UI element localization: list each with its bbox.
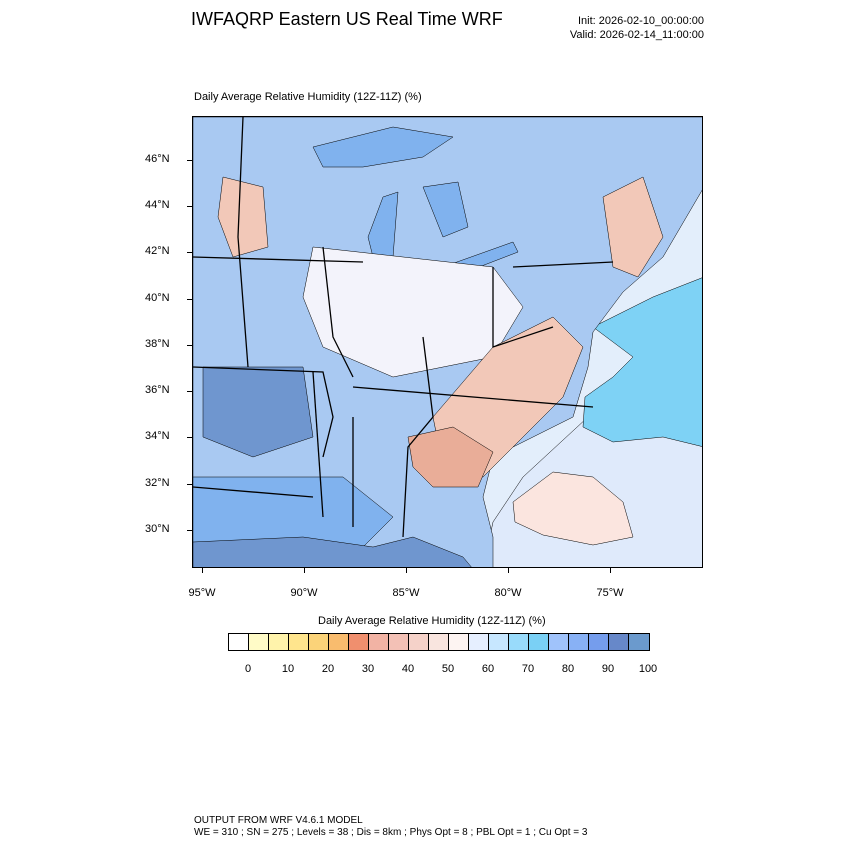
colorbar-label: 0: [244, 663, 252, 675]
colorbar-label: 50: [441, 663, 455, 675]
lat-label-42: 42°N: [145, 245, 170, 257]
plains-dry: [217, 176, 269, 258]
colorbar-swatch: [309, 634, 329, 650]
lon-tick: [304, 568, 305, 573]
colorbar-swatch: [349, 634, 369, 650]
lat-tick: [187, 345, 192, 346]
lat-label-34: 34°N: [145, 430, 170, 442]
southeast-drier: [407, 426, 494, 488]
colorbar-label: 10: [281, 663, 295, 675]
lat-tick: [187, 437, 192, 438]
footer-config-line: WE = 310 ; SN = 275 ; Levels = 38 ; Dis …: [194, 827, 588, 838]
colorbar-swatch: [609, 634, 629, 650]
map-canvas: [193, 117, 702, 567]
lon-tick: [202, 568, 203, 573]
colorbar-swatch: [229, 634, 249, 650]
colorbar-swatch: [589, 634, 609, 650]
humidity-map: [192, 116, 703, 568]
footer-model-line: OUTPUT FROM WRF V4.6.1 MODEL: [194, 815, 363, 826]
colorbar-swatch: [509, 634, 529, 650]
colorbar-label: 30: [361, 663, 375, 675]
ocean-humid-band: [582, 277, 702, 447]
colorbar-label: 70: [521, 663, 535, 675]
colorbar-swatch: [249, 634, 269, 650]
colorbar-swatch: [629, 634, 649, 650]
lon-tick: [508, 568, 509, 573]
lon-label-90: 90°W: [290, 587, 318, 599]
lat-tick: [187, 391, 192, 392]
lon-tick: [406, 568, 407, 573]
lat-label-44: 44°N: [145, 199, 170, 211]
gulf-of-mexico: [193, 536, 472, 567]
lon-label-85: 85°W: [392, 587, 420, 599]
main-title: IWFAQRP Eastern US Real Time WRF: [191, 9, 503, 29]
colorbar-swatch: [469, 634, 489, 650]
lake-superior: [312, 126, 454, 168]
lat-tick: [187, 484, 192, 485]
colorbar-swatch: [429, 634, 449, 650]
lat-tick: [187, 299, 192, 300]
lat-tick: [187, 530, 192, 531]
colorbar-swatch: [449, 634, 469, 650]
colorbar-swatch: [489, 634, 509, 650]
lat-tick: [187, 206, 192, 207]
lon-tick: [610, 568, 611, 573]
ocean-dry-patch: [512, 471, 634, 546]
colorbar-swatch: [269, 634, 289, 650]
lat-label-38: 38°N: [145, 338, 170, 350]
state-boundaries: [193, 117, 614, 538]
colorbar-swatch: [289, 634, 309, 650]
run-info: Init: 2026-02-10_00:00:00 Valid: 2026-02…: [570, 14, 704, 42]
valid-time: Valid: 2026-02-14_11:00:00: [569, 29, 704, 41]
colorbar-swatch: [329, 634, 349, 650]
colorbar-swatch: [389, 634, 409, 650]
lat-label-30: 30°N: [145, 523, 170, 535]
lat-tick: [187, 252, 192, 253]
lon-label-75: 75°W: [596, 587, 624, 599]
northeast-dry: [602, 176, 664, 278]
colorbar-label: 90: [601, 663, 615, 675]
colorbar-label: 80: [561, 663, 575, 675]
colorbar-title: Daily Average Relative Humidity (12Z-11Z…: [318, 615, 546, 627]
lat-tick: [187, 160, 192, 161]
lat-label-32: 32°N: [145, 477, 170, 489]
lat-label-46: 46°N: [145, 153, 170, 165]
lon-label-95: 95°W: [188, 587, 216, 599]
colorbar-label: 60: [481, 663, 495, 675]
colorbar-swatch: [549, 634, 569, 650]
ozarks-very-wet: [202, 366, 314, 458]
midwest-moderate: [302, 246, 524, 378]
colorbar-label: 20: [321, 663, 335, 675]
lon-label-80: 80°W: [494, 587, 522, 599]
colorbar-swatch: [529, 634, 549, 650]
model-footer: OUTPUT FROM WRF V4.6.1 MODEL WE = 310 ; …: [194, 815, 587, 839]
colorbar-label: 100: [638, 663, 658, 675]
colorbar-swatch: [569, 634, 589, 650]
lake-huron: [422, 181, 469, 238]
colorbar-label: 40: [401, 663, 415, 675]
map-subtitle: Daily Average Relative Humidity (12Z-11Z…: [194, 91, 422, 103]
colorbar-swatch: [369, 634, 389, 650]
init-time: Init: 2026-02-10_00:00:00: [578, 15, 704, 27]
colorbar: [228, 633, 650, 651]
lat-label-36: 36°N: [145, 384, 170, 396]
colorbar-swatch: [409, 634, 429, 650]
lat-label-40: 40°N: [145, 292, 170, 304]
